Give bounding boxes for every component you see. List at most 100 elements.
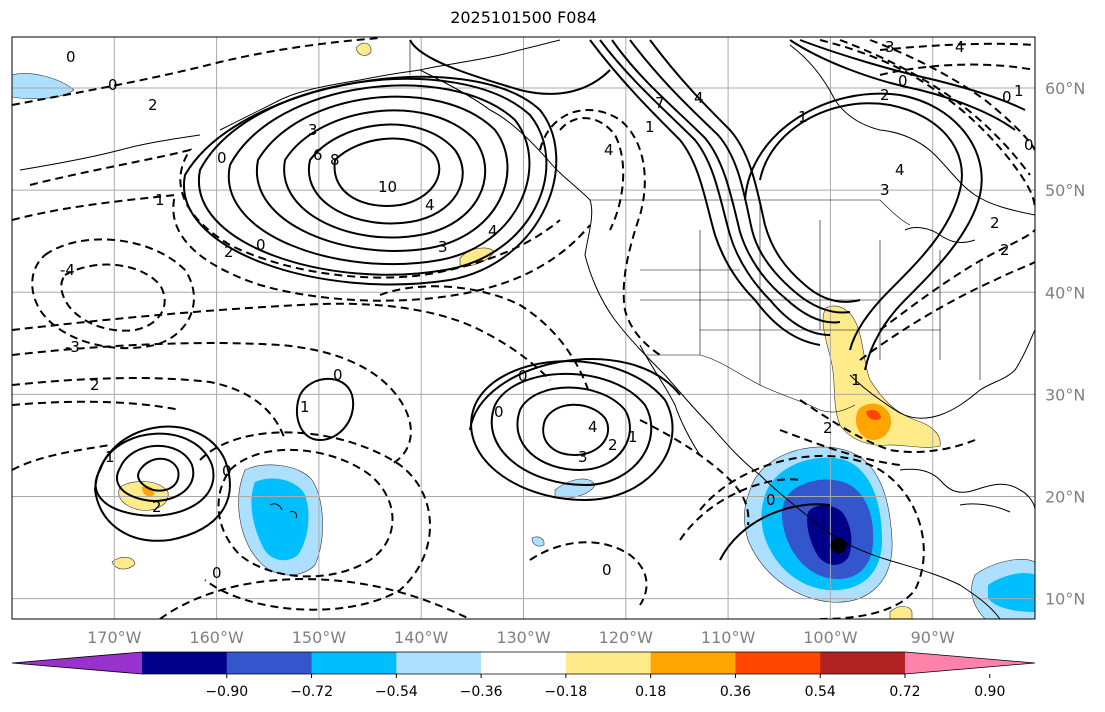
- coastline-yucatan: [899, 468, 1035, 511]
- contour-label-0-mexico-south: 0: [602, 561, 612, 579]
- contour-solid-canada-ridge-3: [789, 39, 1016, 131]
- contour-dashed-gulf-1: [799, 399, 976, 453]
- longitude-label: 160°W: [189, 628, 244, 647]
- contour-solid-trough-1: [589, 39, 821, 346]
- contour-dashed-hawaii-ring: [217, 448, 394, 578]
- contour-dashed-south-2: [529, 541, 648, 606]
- contour-label-2-west-low: 2: [152, 498, 162, 516]
- colorbar-extend-low: [12, 652, 142, 674]
- latitude-label: 10°N: [1045, 590, 1085, 609]
- contour-label-4-sub: 4: [588, 418, 598, 436]
- contour-solid-west-low-4: [93, 425, 231, 542]
- contour-label-2-gulf: 2: [823, 419, 833, 437]
- contour-label-0-east: 0: [1024, 136, 1034, 154]
- border-us-canada: [590, 199, 911, 226]
- contour-solid-canada-ridge-4: [799, 39, 1026, 111]
- contour-solid-high-4: [255, 95, 509, 252]
- longitude-label: 170°W: [87, 628, 142, 647]
- contour-solid-west-low-1: [137, 457, 180, 492]
- longitude-label: 140°W: [394, 628, 449, 647]
- contour-dashed-north-pacific-1: [12, 37, 381, 106]
- contour-solid-subtropical-2: [516, 386, 631, 472]
- map-frame: [11, 36, 1036, 620]
- coastline-aleutians: [19, 134, 201, 171]
- contour-solid-subtropical-1: [542, 403, 610, 457]
- coastlines: [19, 39, 1035, 619]
- yellow-shade-tropics: [111, 557, 136, 570]
- contour-label-2-ne: 2: [880, 86, 890, 104]
- longitude-label: 130°W: [496, 628, 551, 647]
- colorbar-outline: [11, 651, 1036, 675]
- contour-solid-west-low-2: [116, 444, 195, 502]
- colorbar-tick-label: 0.18: [635, 684, 666, 700]
- contour-dashed-canada-3: [869, 39, 1035, 151]
- longitude-label: 100°W: [803, 628, 858, 647]
- coastline-gulf: [849, 329, 1035, 419]
- coastline-north-america-west: [419, 69, 1001, 619]
- gridlines: [12, 37, 1035, 619]
- coastline-hawaii: [269, 503, 297, 519]
- contour-label-2-high: 2: [224, 243, 234, 261]
- contour-solid-subtropical-3: [490, 372, 653, 487]
- contour-solid-hawaii-north: [295, 377, 355, 442]
- colorbar-segment: [142, 652, 228, 674]
- red-shade-gulf: [866, 410, 881, 420]
- contour-label-1-west-low: 1: [105, 448, 115, 466]
- storm-center-marker: [830, 537, 847, 554]
- coastline-hudson: [789, 44, 1035, 216]
- contour-label-7-trough: 7: [655, 94, 665, 112]
- contour-label-0-storm: 0: [766, 491, 776, 509]
- contour-dashed-northeast-2: [879, 42, 1035, 51]
- contour-dashed-northeast-1: [879, 63, 1035, 76]
- contour-solid-west-low-3: [94, 432, 215, 517]
- contour-solid-trough-5: [649, 39, 861, 303]
- contour-label-m3-west: -3: [65, 338, 80, 356]
- colorbar-segment: [396, 652, 482, 674]
- longitude-label: 90°W: [911, 628, 955, 647]
- blue-shade-small: [531, 536, 545, 547]
- contour-label-6: 6: [313, 146, 323, 164]
- colorbar-tick-label: 0.36: [720, 684, 751, 700]
- colorbar-extend-high: [905, 652, 1035, 674]
- colorbar-tick-label: −0.36: [460, 684, 503, 700]
- colorbar-segment: [650, 652, 736, 674]
- colorbar: [11, 651, 1036, 675]
- contour-label-2-sub: 2: [608, 436, 618, 454]
- contour-dashed-east-us: [879, 229, 1035, 331]
- yellow-shade-bottom: [889, 606, 913, 619]
- contour-label-3-alaska: 3: [308, 121, 318, 139]
- contour-label-0-high: 0: [256, 236, 266, 254]
- colorbar-tick-label: −0.90: [205, 684, 248, 700]
- contour-label-0-nw: 0: [108, 76, 118, 94]
- latitude-label: 20°N: [1045, 487, 1085, 506]
- contour-dashed-gulf-2: [779, 429, 901, 466]
- contour-label-0-ne: 0: [898, 72, 908, 90]
- shading-layer: [12, 42, 1035, 619]
- contour-label-m4-west: -4: [60, 261, 75, 279]
- contour-label-2-east-2: 2: [1000, 241, 1010, 259]
- coastline-cuba: [959, 503, 1011, 513]
- colorbar-tick-label: −0.72: [290, 684, 333, 700]
- contour-solid-trough-4: [629, 39, 851, 314]
- longitude-label: 110°W: [701, 628, 756, 647]
- contour-label-1-west: 1: [155, 191, 165, 209]
- latitude-label: 60°N: [1045, 79, 1085, 98]
- cyan-shade-hawaii: [251, 478, 309, 561]
- contour-solid-high-2: [307, 123, 464, 225]
- border-us-mexico: [645, 354, 856, 413]
- contour-dashed-north-pacific-3: [12, 193, 591, 302]
- colorbar-segment: [565, 652, 652, 674]
- contour-label-1-gulf: 1: [851, 371, 861, 389]
- contour-label-0-hawaii-north: 0: [333, 366, 343, 384]
- colorbar-tick-labels: −0.90 −0.72 −0.54 −0.36 −0.18 0.18 0.36 0.54 0.7…: [205, 674, 1005, 700]
- colorbar-segment: [226, 652, 313, 674]
- solid-contours: [93, 39, 1026, 561]
- colorbar-segment: [481, 652, 567, 674]
- latitude-label: 40°N: [1045, 283, 1085, 302]
- contour-label-2-east: 2: [990, 214, 1000, 232]
- contour-label-1-sub: 1: [628, 428, 638, 446]
- contour-label-8: 8: [330, 151, 340, 169]
- contour-label-4-high: 4: [425, 196, 435, 214]
- contour-label-0-sub-1: 0: [518, 367, 528, 385]
